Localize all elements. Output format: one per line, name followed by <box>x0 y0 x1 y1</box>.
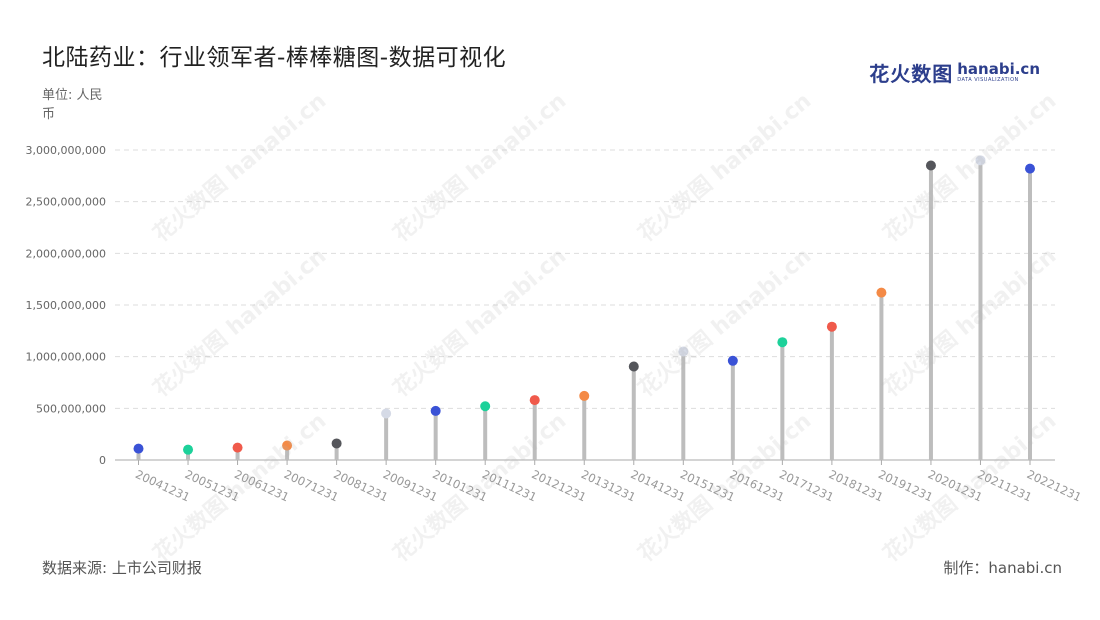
x-tick-label: 20151231 <box>678 467 737 504</box>
lollipop-dot <box>827 322 837 332</box>
y-tick-label: 2,000,000,000 <box>26 247 106 260</box>
x-tick-label: 20191231 <box>876 467 935 504</box>
x-tick-label: 20221231 <box>1025 467 1084 504</box>
x-tick-label: 20171231 <box>777 467 836 504</box>
lollipop-dot <box>777 337 787 347</box>
y-tick-label: 1,000,000,000 <box>26 351 106 364</box>
x-tick-label: 20091231 <box>381 467 440 504</box>
x-tick-label: 20061231 <box>232 467 291 504</box>
lollipop-dot <box>1025 164 1035 174</box>
y-tick-label: 500,000,000 <box>36 402 106 415</box>
lollipop-dot <box>975 155 985 165</box>
lollipop-dot <box>629 361 639 371</box>
x-tick-label: 20081231 <box>331 467 390 504</box>
lollipop-dot <box>530 395 540 405</box>
lollipop-dot <box>728 356 738 366</box>
lollipop-dot <box>183 445 193 455</box>
x-tick-label: 20051231 <box>183 467 242 504</box>
x-tick-label: 20101231 <box>430 467 489 504</box>
lollipop-dot <box>579 391 589 401</box>
lollipop-dot <box>678 347 688 357</box>
data-source: 数据来源: 上市公司财报 <box>42 557 202 579</box>
x-tick-label: 20161231 <box>728 467 787 504</box>
lollipop-dot <box>134 444 144 454</box>
x-tick-label: 20041231 <box>133 467 192 504</box>
y-tick-label: 1,500,000,000 <box>26 299 106 312</box>
credit: 制作：hanabi.cn <box>943 557 1062 578</box>
x-tick-label: 20111231 <box>480 467 539 504</box>
y-tick-label: 0 <box>99 454 106 467</box>
y-tick-label: 2,500,000,000 <box>26 196 106 209</box>
x-tick-label: 20131231 <box>579 467 638 504</box>
x-tick-label: 20211231 <box>975 467 1034 504</box>
x-tick-label: 20121231 <box>529 467 588 504</box>
lollipop-dot <box>926 161 936 171</box>
lollipop-dot <box>876 288 886 298</box>
lollipop-dot <box>282 441 292 451</box>
x-tick-label: 20141231 <box>629 467 688 504</box>
x-tick-label: 20071231 <box>282 467 341 504</box>
y-tick-label: 3,000,000,000 <box>26 144 106 157</box>
x-tick-label: 20181231 <box>827 467 886 504</box>
x-tick-label: 20201231 <box>926 467 985 504</box>
lollipop-dot <box>332 438 342 448</box>
lollipop-dot <box>381 409 391 419</box>
lollipop-dot <box>233 443 243 453</box>
lollipop-dot <box>431 406 441 416</box>
lollipop-dot <box>480 401 490 411</box>
